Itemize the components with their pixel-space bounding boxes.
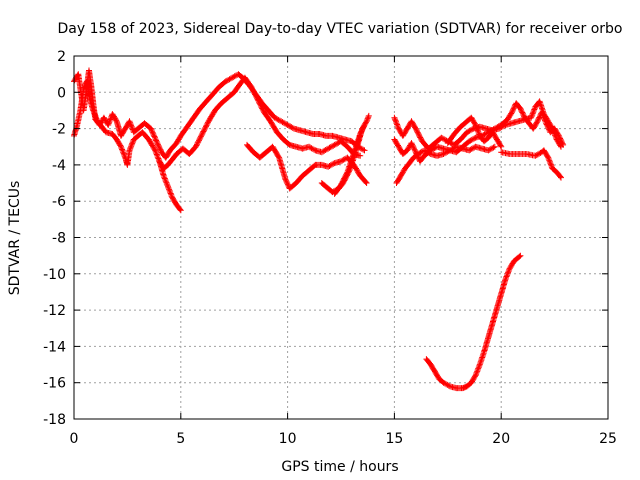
x-tick-label: 0: [70, 431, 79, 447]
series-track-1: [71, 67, 368, 161]
y-tick-label: 2: [57, 49, 66, 65]
y-tick-label: -16: [43, 376, 66, 392]
series-track-4: [244, 141, 370, 192]
y-tick-label: -18: [43, 412, 66, 428]
axis-ticks: 0 5 10 15 20 25 -18 -16 -14 -12 -10 -8 -6 -4 -2 0 2: [43, 49, 617, 447]
y-tick-label: -8: [52, 231, 66, 247]
x-tick-label: 25: [599, 431, 617, 447]
data-point-markers: [156, 158, 184, 214]
x-tick-label: 10: [279, 431, 297, 447]
series-track-9: [393, 143, 498, 186]
x-axis-label: GPS time / hours: [281, 459, 398, 475]
series-track-10: [444, 114, 505, 150]
series-track-3: [156, 158, 184, 214]
y-tick-label: -4: [52, 158, 66, 174]
y-axis-label: SDTVAR / TECUs: [7, 181, 23, 296]
x-tick-label: 15: [385, 431, 403, 447]
y-tick-label: -10: [43, 267, 66, 283]
series-track-12: [423, 252, 524, 392]
x-tick-label: 5: [176, 431, 185, 447]
data-point-markers: [244, 141, 370, 192]
data-series: [71, 67, 567, 392]
y-tick-label: 0: [57, 85, 66, 101]
x-tick-label: 20: [492, 431, 510, 447]
y-tick-label: -12: [43, 303, 66, 319]
y-tick-label: -6: [52, 194, 66, 210]
chart-title: Day 158 of 2023, Sidereal Day-to-day VTE…: [58, 21, 623, 37]
y-tick-label: -14: [43, 339, 66, 355]
data-point-markers: [393, 143, 498, 186]
data-point-markers: [444, 114, 505, 150]
data-point-markers: [331, 122, 368, 197]
y-tick-label: -2: [52, 122, 66, 138]
data-point-markers: [71, 67, 368, 161]
data-point-markers: [423, 252, 524, 392]
series-track-11: [498, 147, 564, 181]
data-point-markers: [498, 147, 564, 181]
grid-lines: [74, 56, 608, 419]
series-track-6: [331, 122, 368, 197]
